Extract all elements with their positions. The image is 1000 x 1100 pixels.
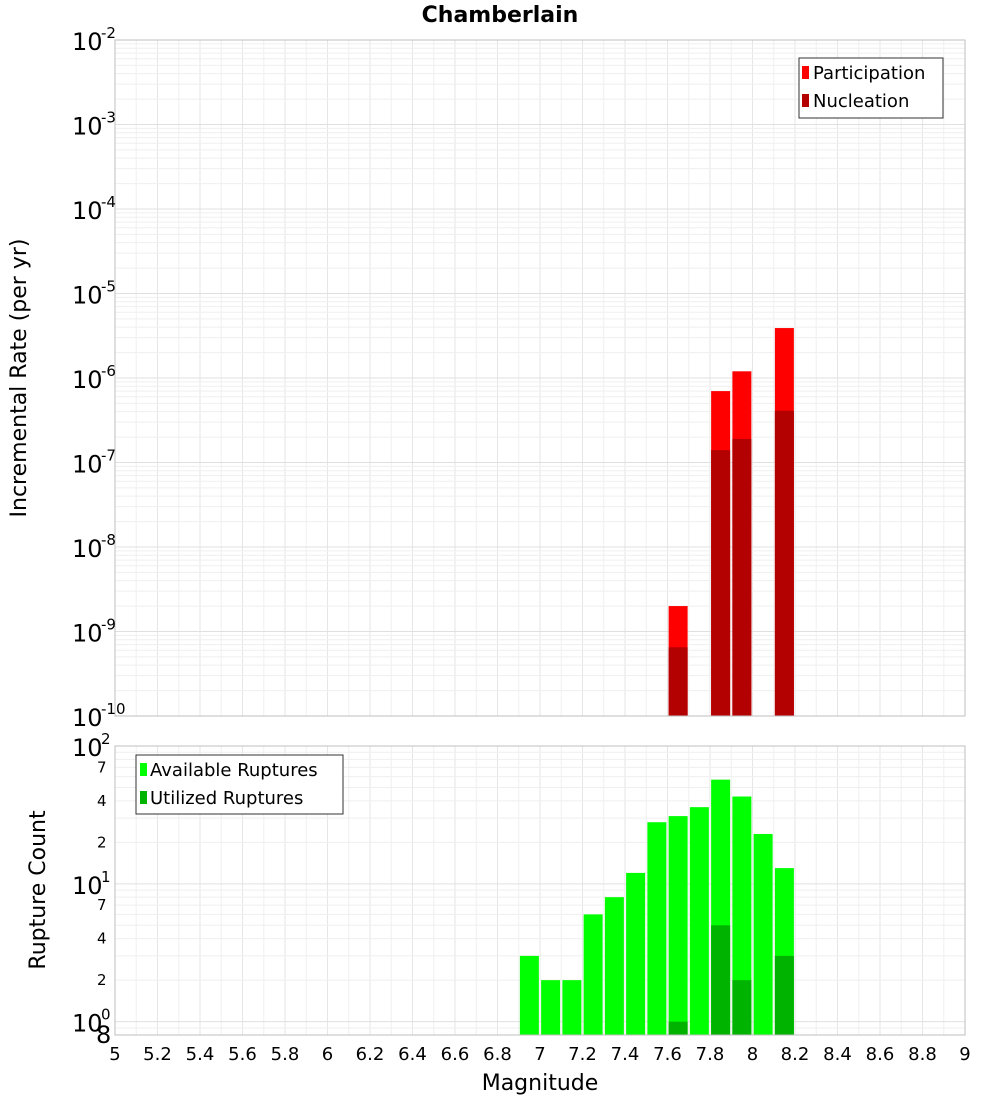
top-y-tick-label: 10 (72, 197, 103, 225)
x-tick-label: 6.4 (398, 1044, 427, 1065)
nucleation-bar (732, 438, 752, 716)
top-y-tick-exponent: -8 (101, 531, 116, 549)
top-y-tick-exponent: -2 (101, 24, 116, 42)
bottom-y-tick-label: 10 (72, 734, 103, 762)
x-tick-label: 6.8 (483, 1044, 512, 1065)
top-grid (114, 40, 966, 717)
top-plot-frame (114, 39, 966, 717)
x-tick-label: 8.8 (908, 1044, 937, 1065)
bottom-y-minor-tick-label: 8 (96, 1021, 111, 1049)
available-ruptures-bar (647, 822, 667, 1035)
x-tick-label: 6.6 (441, 1044, 470, 1065)
available-ruptures-bar (562, 980, 582, 1035)
x-tick-label: 7.8 (696, 1044, 725, 1065)
available-ruptures-bar (604, 897, 624, 1035)
top-y-axis-label: Incremental Rate (per yr) (7, 239, 32, 518)
bottom-y-axis-label: Rupture Count (26, 810, 51, 970)
nucleation-legend-swatch (802, 94, 809, 107)
bottom-y-tick-exponent: 2 (101, 730, 111, 748)
available-ruptures-bar (541, 980, 561, 1035)
top-y-tick-label: 10 (72, 28, 103, 56)
top-y-tick-exponent: -6 (101, 362, 116, 380)
bottom-y-tick-exponent: 0 (101, 1006, 111, 1024)
top-bars (668, 328, 794, 716)
utilized-ruptures-bar (668, 1021, 688, 1035)
bottom-legend: Available Ruptures Utilized Ruptures (135, 754, 344, 815)
nucleation-bar (668, 647, 688, 716)
x-tick-label: 9 (959, 1044, 970, 1065)
available-legend-swatch (140, 763, 147, 776)
x-tick-label: 6 (322, 1044, 333, 1065)
participation-legend-label: Participation (813, 63, 925, 84)
available-ruptures-bar (519, 955, 539, 1035)
bottom-plot-frame (114, 745, 966, 1036)
chart-title: Chamberlain (422, 3, 579, 28)
bottom-y-minor-tick-label: 2 (97, 833, 107, 851)
bottom-bars (519, 779, 794, 1035)
x-tick-label: 8.2 (781, 1044, 810, 1065)
x-tick-label: 8 (747, 1044, 758, 1065)
top-y-tick-label: 10 (72, 113, 103, 141)
top-y-tick-exponent: -3 (101, 109, 116, 127)
x-tick-label: 7.6 (653, 1044, 682, 1065)
available-ruptures-bar (626, 872, 646, 1035)
top-y-tick-exponent: -9 (101, 616, 116, 634)
top-y-tick-label: 10 (72, 282, 103, 310)
x-tick-label: 5.6 (228, 1044, 257, 1065)
bottom-y-tick-label: 10 (72, 872, 103, 900)
utilized-legend-label: Utilized Ruptures (150, 788, 303, 809)
utilized-ruptures-bar (774, 955, 794, 1035)
available-ruptures-bar (583, 914, 603, 1035)
x-tick-label: 5 (109, 1044, 120, 1065)
x-tick-label: 7.2 (568, 1044, 597, 1065)
x-tick-label: 5.8 (271, 1044, 300, 1065)
x-ticks: 5 5.2 5.4 5.6 5.8 6 6.2 6.4 6.6 6.8 7 7.2 7.4 7.6 7.8 8… (109, 1044, 970, 1065)
top-y-tick-label: 10 (72, 451, 103, 479)
participation-legend-swatch (802, 66, 809, 79)
bottom-y-tick-label: 10 (72, 1010, 103, 1038)
utilized-ruptures-bar (711, 925, 731, 1035)
x-tick-label: 5.2 (143, 1044, 172, 1065)
utilized-legend-swatch (140, 791, 147, 804)
x-axis-label: Magnitude (482, 1071, 599, 1096)
top-legend-box (798, 57, 944, 119)
bottom-y-tick-exponent: 1 (101, 868, 111, 886)
top-y-tick-exponent: -4 (101, 193, 116, 211)
top-y-tick-label: 10 (72, 366, 103, 394)
x-tick-label: 7 (534, 1044, 545, 1065)
available-ruptures-bar (668, 816, 688, 1035)
bottom-y-minor-tick-label: 4 (97, 930, 107, 948)
bottom-y-minor-tick-label: 7 (97, 896, 107, 914)
top-y-tick-label: 10 (72, 704, 103, 732)
x-tick-label: 7.4 (611, 1044, 640, 1065)
top-y-tick-label: 10 (72, 620, 103, 648)
bottom-y-minor-tick-label: 4 (97, 792, 107, 810)
bottom-legend-box (135, 754, 344, 815)
utilized-ruptures-bar (732, 980, 752, 1035)
available-ruptures-bar (753, 833, 773, 1035)
x-tick-label: 5.4 (186, 1044, 215, 1065)
available-ruptures-bar (689, 807, 709, 1035)
bottom-y-minor-tick-label: 2 (97, 971, 107, 989)
top-y-tick-exponent: -10 (101, 700, 126, 718)
top-legend: Participation Nucleation (798, 57, 944, 119)
x-tick-label: 8.6 (866, 1044, 895, 1065)
nucleation-bar (774, 410, 794, 716)
available-legend-label: Available Ruptures (150, 760, 318, 781)
x-tick-label: 8.4 (823, 1044, 852, 1065)
top-y-ticks: 10-210-310-410-510-610-710-810-910-10 (72, 24, 126, 732)
top-y-tick-exponent: -5 (101, 278, 116, 296)
nucleation-legend-label: Nucleation (813, 91, 909, 112)
top-y-tick-exponent: -7 (101, 447, 116, 465)
bottom-y-minor-tick-label: 7 (97, 758, 107, 776)
available-ruptures-bar (732, 796, 752, 1035)
x-tick-label: 6.2 (356, 1044, 385, 1065)
nucleation-bar (711, 450, 731, 716)
top-y-tick-label: 10 (72, 535, 103, 563)
